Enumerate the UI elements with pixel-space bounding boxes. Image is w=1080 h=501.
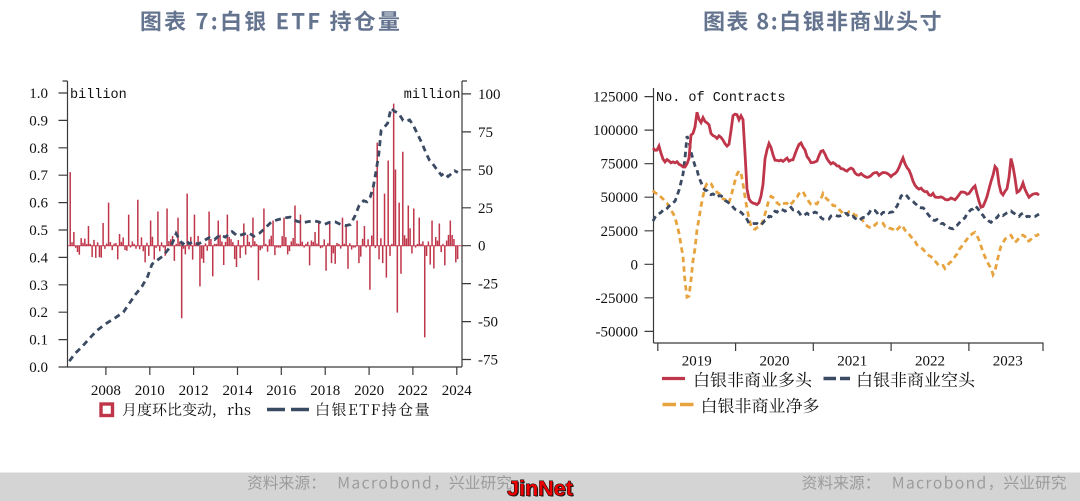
svg-text:25000: 25000 (601, 224, 639, 240)
svg-text:2014: 2014 (223, 383, 254, 399)
svg-text:25: 25 (478, 201, 493, 217)
svg-text:-50: -50 (478, 315, 498, 331)
svg-text:100000: 100000 (593, 123, 638, 139)
svg-text:billion: billion (70, 88, 127, 103)
svg-text:0.8: 0.8 (29, 141, 48, 157)
svg-text:0.7: 0.7 (29, 168, 48, 184)
svg-text:2020: 2020 (354, 383, 384, 399)
svg-text:50000: 50000 (601, 190, 639, 206)
svg-text:0.6: 0.6 (29, 196, 48, 212)
svg-text:0.2: 0.2 (29, 305, 48, 321)
svg-text:0.1: 0.1 (29, 333, 48, 349)
svg-text:-25000: -25000 (596, 291, 639, 307)
svg-text:0.3: 0.3 (29, 278, 48, 294)
svg-text:2023: 2023 (993, 354, 1023, 370)
svg-text:0.5: 0.5 (29, 223, 48, 239)
svg-text:0.4: 0.4 (29, 250, 48, 266)
svg-text:125000: 125000 (593, 90, 638, 106)
svg-text:0.0: 0.0 (29, 360, 48, 376)
svg-text:75: 75 (478, 125, 493, 141)
svg-text:No. of Contracts: No. of Contracts (656, 91, 786, 106)
svg-text:JinNet: JinNet (507, 477, 573, 501)
svg-text:2022: 2022 (398, 383, 428, 399)
svg-text:2016: 2016 (266, 383, 297, 399)
svg-text:75000: 75000 (601, 157, 639, 173)
svg-text:2008: 2008 (91, 383, 121, 399)
svg-text:0.9: 0.9 (29, 113, 48, 129)
svg-text:1.0: 1.0 (29, 86, 48, 102)
svg-text:-75: -75 (478, 353, 498, 369)
svg-text:50: 50 (478, 163, 493, 179)
svg-text:2010: 2010 (135, 383, 165, 399)
svg-text:2024: 2024 (442, 383, 473, 399)
svg-text:-25: -25 (478, 277, 498, 293)
svg-text:2022: 2022 (915, 354, 945, 370)
svg-text:2021: 2021 (837, 354, 867, 370)
svg-text:2019: 2019 (682, 354, 712, 370)
svg-text:0: 0 (631, 257, 639, 273)
svg-text:2020: 2020 (760, 354, 790, 370)
svg-text:-50000: -50000 (596, 324, 639, 340)
svg-text:2018: 2018 (310, 383, 340, 399)
svg-text:JinNet: JinNet (508, 478, 574, 501)
svg-text:2012: 2012 (179, 383, 209, 399)
svg-text:million: million (404, 88, 461, 103)
svg-text:0: 0 (478, 239, 486, 255)
svg-text:100: 100 (478, 87, 501, 103)
